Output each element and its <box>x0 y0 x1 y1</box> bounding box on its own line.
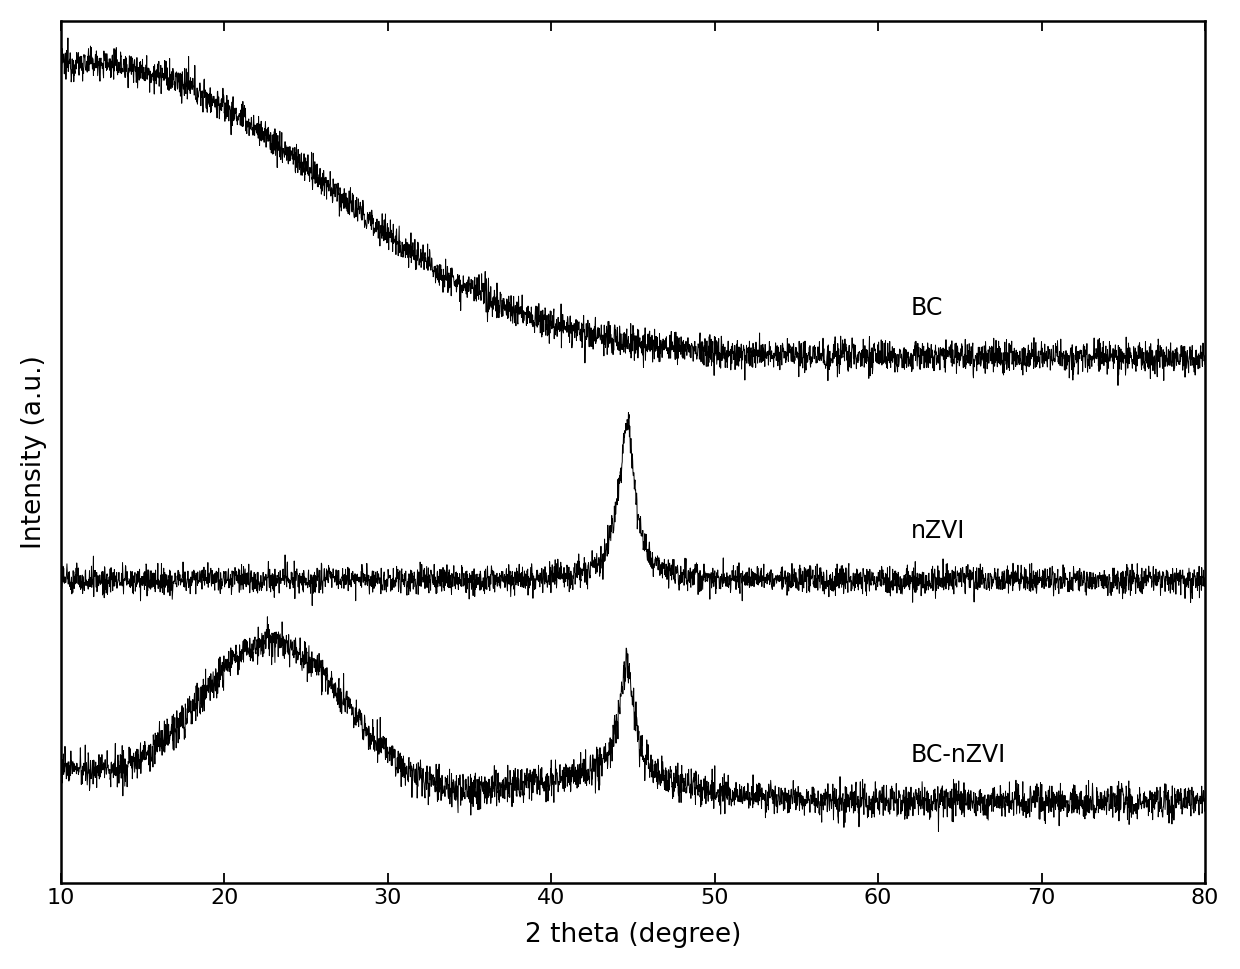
X-axis label: 2 theta (degree): 2 theta (degree) <box>525 922 742 949</box>
Y-axis label: Intensity (a.u.): Intensity (a.u.) <box>21 356 47 549</box>
Text: BC: BC <box>910 296 944 320</box>
Text: BC-nZVI: BC-nZVI <box>910 743 1006 766</box>
Text: nZVI: nZVI <box>910 519 965 544</box>
